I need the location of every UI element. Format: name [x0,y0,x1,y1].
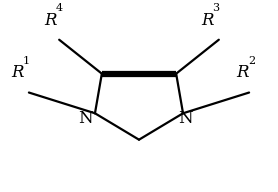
Text: R: R [201,12,214,29]
Text: R: R [237,65,249,81]
Text: N: N [78,110,93,127]
Text: N: N [178,110,193,127]
Text: 2: 2 [248,56,255,66]
Text: 3: 3 [212,3,220,13]
Text: R: R [44,12,56,29]
Text: 4: 4 [56,3,63,13]
Text: R: R [11,65,24,81]
Text: 1: 1 [23,56,30,66]
